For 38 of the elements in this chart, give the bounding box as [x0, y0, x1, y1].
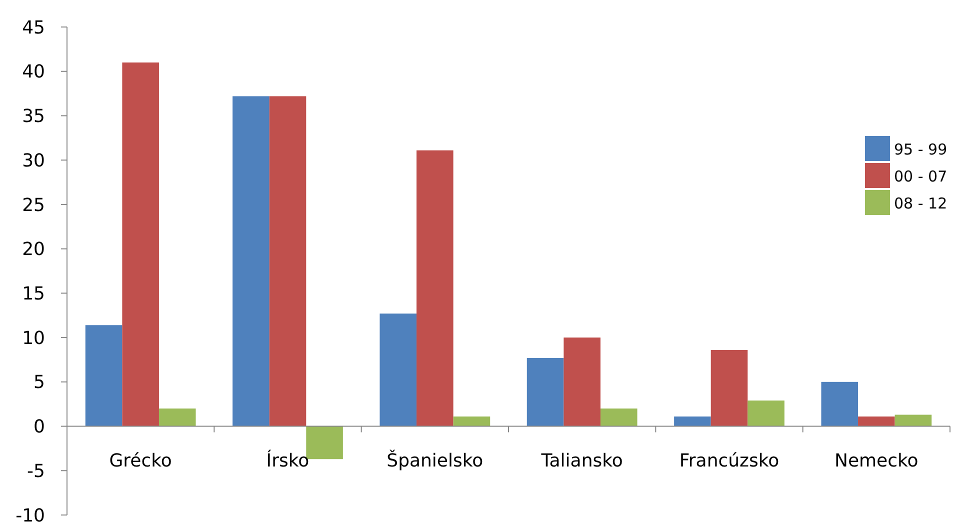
bar	[894, 414, 932, 426]
y-tick-label: 5	[34, 372, 45, 394]
bar	[85, 325, 122, 426]
x-tick-label: Írsko	[266, 449, 310, 472]
bar	[380, 314, 417, 426]
bar	[821, 382, 858, 426]
bar	[710, 350, 748, 426]
bar	[232, 96, 270, 426]
y-tick-label: 10	[22, 328, 45, 349]
y-tick-label: 0	[34, 416, 45, 438]
x-tick-label: Grécko	[109, 450, 172, 472]
bar	[526, 358, 564, 426]
y-tick-label: 45	[22, 17, 45, 38]
y-tick-label: 30	[22, 150, 45, 172]
legend-label: 00 - 07	[894, 167, 948, 186]
bar	[600, 408, 638, 426]
y-tick-label: 20	[22, 239, 45, 260]
x-tick-label: Taliansko	[540, 450, 623, 472]
bar	[564, 338, 600, 426]
bar	[748, 400, 784, 426]
bar	[674, 416, 711, 426]
bar	[122, 62, 159, 426]
y-tick-label: 40	[22, 62, 45, 83]
bar	[416, 150, 454, 426]
x-tick-label: Španielsko	[386, 449, 484, 472]
y-tick-label: -10	[16, 505, 45, 526]
y-tick-label: 15	[22, 283, 45, 304]
bar	[453, 416, 490, 426]
bar	[858, 416, 895, 426]
bar	[269, 96, 306, 426]
legend-label: 08 - 12	[894, 194, 948, 212]
y-tick-label: 35	[22, 106, 45, 128]
x-tick-label: Francúzsko	[679, 450, 780, 472]
bar	[158, 408, 196, 426]
y-tick-label: -5	[27, 460, 45, 482]
legend-label: 95 - 99	[894, 140, 948, 158]
y-tick-label: 25	[22, 194, 45, 216]
x-tick-label: Nemecko	[834, 450, 918, 472]
